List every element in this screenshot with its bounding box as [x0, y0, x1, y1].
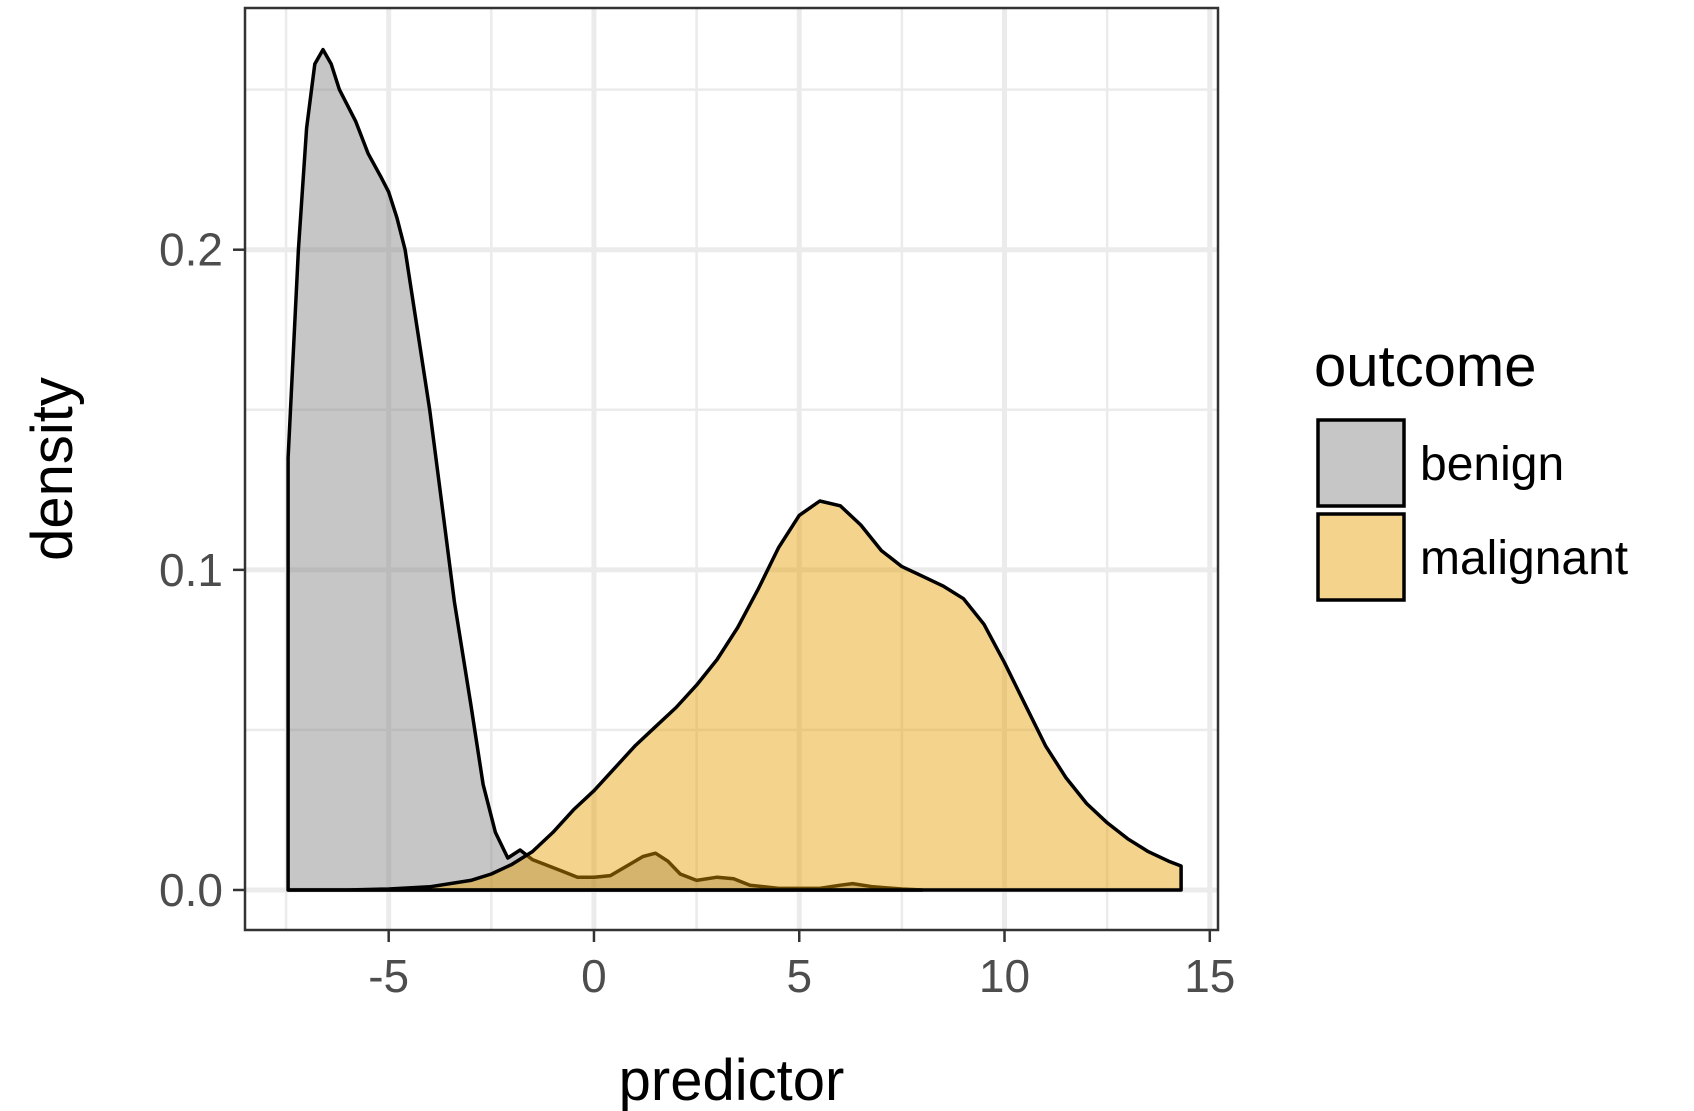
y-tick-label: 0.0	[159, 864, 223, 916]
density-area-benign	[286, 47, 925, 892]
plot-border	[243, 6, 1220, 932]
y-axis: 0.0 0.1 0.2	[159, 224, 245, 916]
x-axis: -5 0 5 10 15	[368, 930, 1235, 1002]
y-tick-label: 0.1	[159, 544, 223, 596]
legend: outcome benign malignant	[1314, 334, 1628, 602]
density-area-malignant	[286, 499, 1183, 892]
legend-key-bg	[1318, 514, 1404, 600]
density-areas	[286, 47, 1183, 892]
legend-label-benign: benign	[1420, 438, 1564, 491]
legend-items: benign malignant	[1316, 418, 1628, 602]
x-axis-title: predictor	[619, 1048, 845, 1111]
legend-key-bg	[1318, 420, 1404, 506]
legend-label-malignant: malignant	[1420, 532, 1628, 585]
legend-title: outcome	[1314, 334, 1536, 399]
legend-key-benign	[1316, 418, 1406, 508]
x-tick-label: -5	[368, 950, 409, 1002]
x-tick-label: 10	[979, 950, 1030, 1002]
y-axis-title: density	[20, 377, 85, 561]
legend-key-malignant	[1316, 512, 1406, 602]
x-tick-label: 15	[1184, 950, 1235, 1002]
x-tick-label: 0	[581, 950, 607, 1002]
minor-gridlines	[245, 8, 1218, 930]
x-tick-label: 5	[786, 950, 812, 1002]
y-tick-label: 0.2	[159, 224, 223, 276]
plot-panel	[245, 8, 1218, 930]
panel-background	[245, 8, 1218, 930]
